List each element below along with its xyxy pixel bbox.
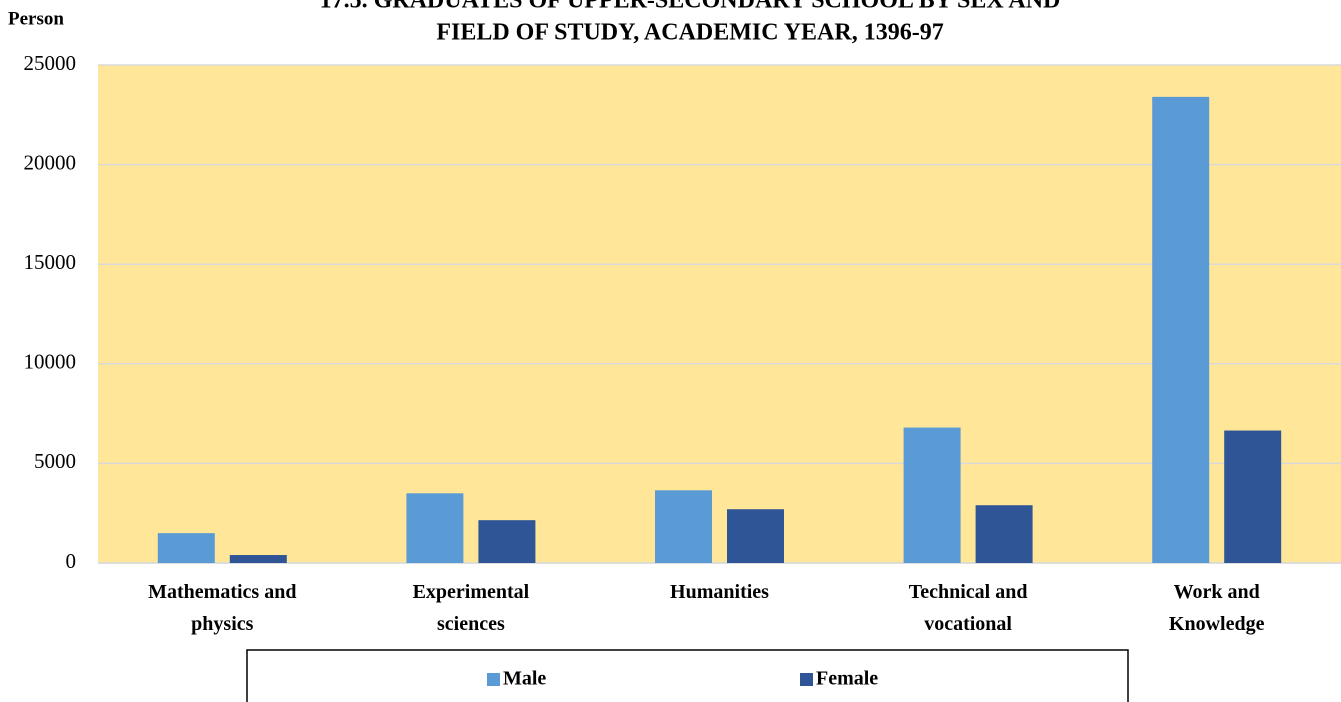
bar <box>727 509 784 563</box>
bar <box>1152 96 1210 563</box>
y-tick-label: 5000 <box>34 449 76 473</box>
y-tick-label: 10000 <box>24 350 77 374</box>
legend-label: Male <box>503 668 546 690</box>
y-tick-label: 20000 <box>24 150 77 174</box>
legend-swatch <box>800 673 813 686</box>
bar <box>478 520 536 563</box>
y-tick-label: 15000 <box>24 250 77 274</box>
plot-area <box>98 65 1341 563</box>
bar <box>1224 430 1282 563</box>
y-axis-label: Person <box>8 8 64 29</box>
x-tick-label: Technical and vocational <box>909 581 1028 635</box>
bar <box>975 505 1033 563</box>
bar <box>229 555 287 563</box>
legend <box>246 649 1129 702</box>
y-tick-label: 25000 <box>24 51 77 75</box>
bar <box>655 490 712 563</box>
bar <box>406 493 464 563</box>
y-tick-label: 0 <box>66 549 77 573</box>
x-tick-label: Work and Knowledge <box>1169 581 1265 635</box>
x-tick-label: Experimental sciences <box>413 581 530 635</box>
legend-swatch <box>487 673 500 686</box>
bar <box>903 427 961 563</box>
x-tick-label: Humanities <box>670 581 769 603</box>
bar <box>157 533 215 563</box>
legend-label: Female <box>816 668 878 690</box>
chart-title: FIELD OF STUDY, ACADEMIC YEAR, 1396-97 <box>436 20 943 46</box>
x-tick-label: Mathematics and physics <box>148 581 296 635</box>
chart-title: 17.5. GRADUATES OF UPPER-SECONDARY SCHOO… <box>320 0 1061 14</box>
